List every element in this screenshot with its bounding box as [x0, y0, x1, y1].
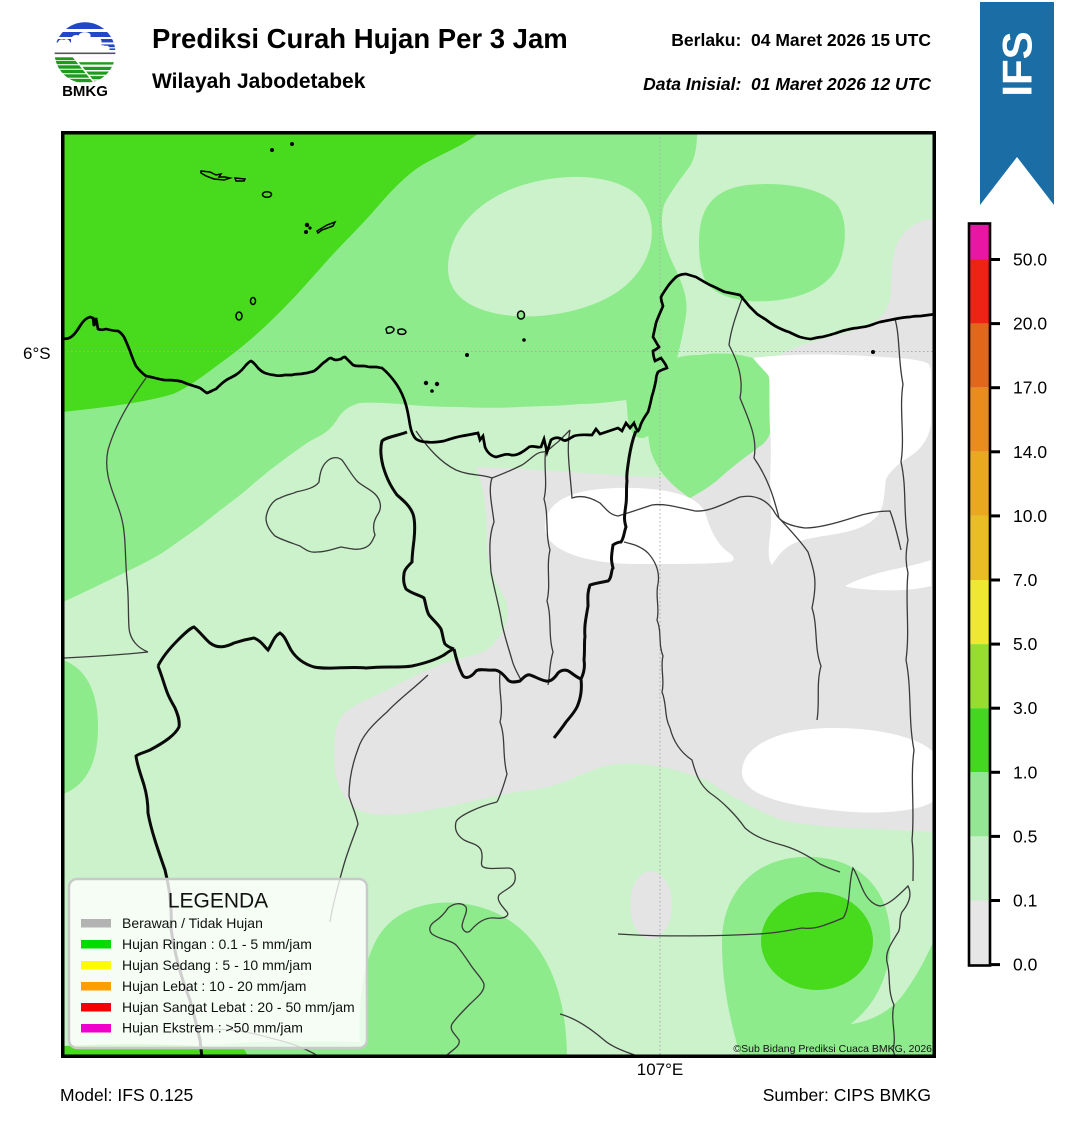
svg-text:50.0: 50.0	[1013, 250, 1047, 270]
svg-text:LEGENDA: LEGENDA	[168, 890, 268, 913]
svg-text:0.5: 0.5	[1013, 826, 1037, 846]
svg-text:Hujan Ekstrem : >50 mm/jam: Hujan Ekstrem : >50 mm/jam	[122, 1020, 303, 1036]
svg-text:Berawan / Tidak Hujan: Berawan / Tidak Hujan	[122, 915, 263, 931]
svg-text:Hujan Sangat Lebat : 20 - 50 m: Hujan Sangat Lebat : 20 - 50 mm/jam	[122, 999, 355, 1015]
svg-text:10.0: 10.0	[1013, 506, 1047, 526]
svg-text:Hujan Ringan : 0.1 - 5 mm/jam: Hujan Ringan : 0.1 - 5 mm/jam	[122, 936, 312, 952]
svg-text:Hujan Lebat : 10 - 20 mm/jam: Hujan Lebat : 10 - 20 mm/jam	[122, 978, 306, 994]
svg-text:0.0: 0.0	[1013, 955, 1038, 975]
svg-text:Hujan Sedang : 5 - 10 mm/jam: Hujan Sedang : 5 - 10 mm/jam	[122, 957, 312, 973]
svg-text:14.0: 14.0	[1013, 442, 1047, 462]
svg-text:7.0: 7.0	[1013, 570, 1038, 590]
svg-text:17.0: 17.0	[1013, 378, 1047, 398]
svg-text:20.0: 20.0	[1013, 314, 1047, 334]
svg-text:©Sub Bidang Prediksi Cuaca BMK: ©Sub Bidang Prediksi Cuaca BMKG, 2026	[733, 1043, 932, 1055]
svg-text:0.1: 0.1	[1013, 891, 1037, 911]
svg-text:BMKG: BMKG	[62, 83, 108, 100]
svg-text:3.0: 3.0	[1013, 698, 1038, 718]
svg-text:5.0: 5.0	[1013, 634, 1038, 654]
svg-text:IFS: IFS	[994, 31, 1041, 96]
svg-text:1.0: 1.0	[1013, 762, 1038, 782]
